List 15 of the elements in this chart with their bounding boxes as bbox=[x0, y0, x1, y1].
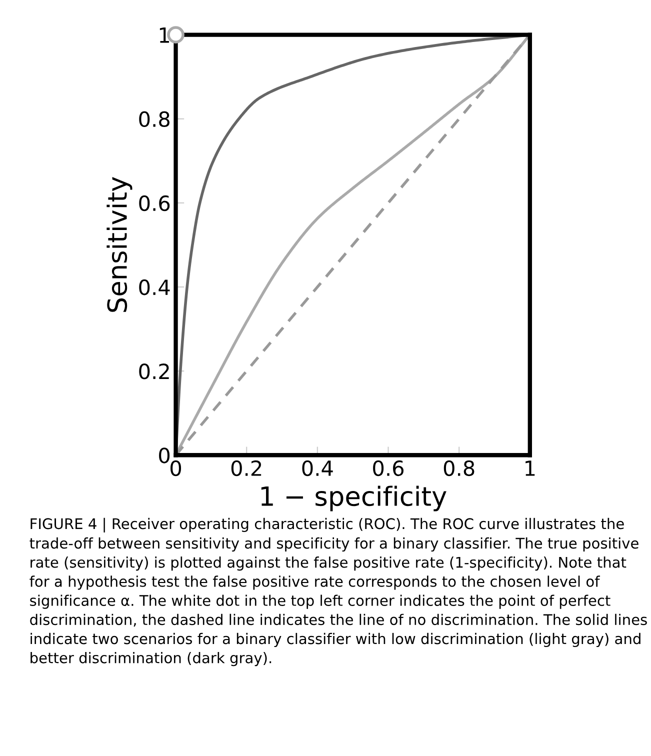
y-tick-label: 0 bbox=[159, 448, 170, 464]
y-tick-label: 0.4 bbox=[139, 279, 170, 296]
x-tick-label: 0.2 bbox=[231, 460, 262, 476]
y-tick-label: 1 bbox=[160, 28, 169, 43]
x-tick-label: 0.4 bbox=[302, 460, 333, 476]
x-tick-label: 0.6 bbox=[373, 460, 404, 476]
x-tick-label: 1 bbox=[526, 460, 535, 476]
x-axis-title: 1 − specificity bbox=[261, 486, 446, 512]
x-tick-label: 0 bbox=[170, 460, 182, 476]
x-tick-label: 0.8 bbox=[444, 460, 474, 476]
y-tick-label: 0.2 bbox=[139, 364, 169, 380]
y-tick-label: 0.8 bbox=[139, 111, 170, 128]
y-tick-label: 0.6 bbox=[139, 195, 170, 212]
caption: FIGURE 4 | Receiver operating characteristic (ROC). The ROC curve illustrates the trade-off between sensitivity and specificity for a binary classifier. The true positive rate (sensitivity) is plotted against the false positive rate (1-specificity). Note that for a hypothesis test the false positive rate corresponds to the chosen level of significance α. The white dot in the top left corner indicates the point of perfect discrimination, the dashed line indicates the line of no discrimination. The solid lines indicate two scenarios for a binary classifier with low discrimination (light gray) and better discrimination (dark gray). bbox=[30, 518, 647, 666]
y-axis-title: Sensitivity bbox=[106, 177, 132, 312]
